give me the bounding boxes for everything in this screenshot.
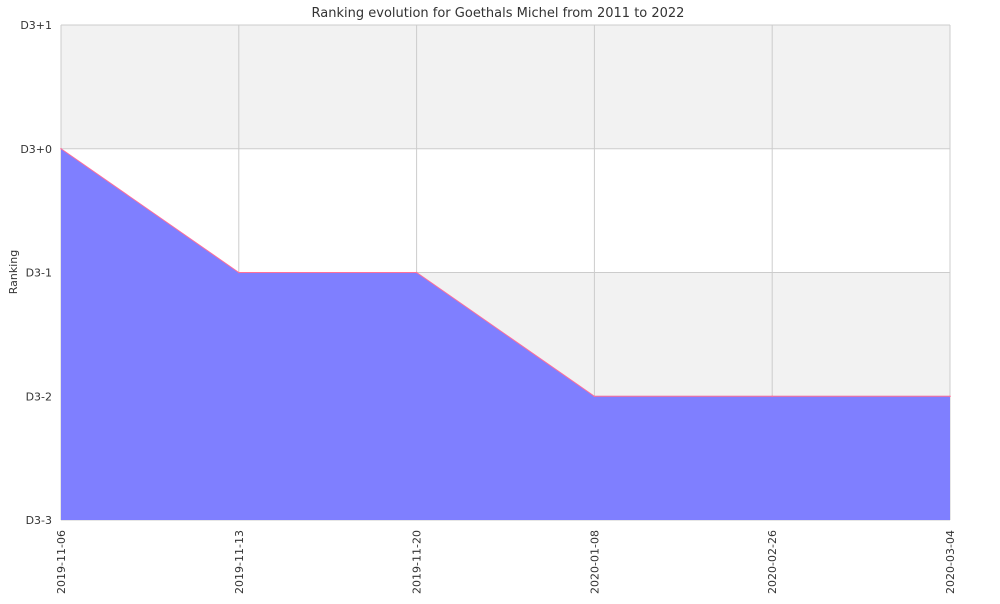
y-axis-label: Ranking	[7, 250, 20, 295]
data-point	[593, 395, 596, 398]
y-axis-ticks: D3-3 D3-2 D3-1 D3+0 D3+1	[20, 19, 52, 527]
series-layer	[60, 147, 951, 520]
x-tick-label: 2020-02-26	[766, 530, 779, 594]
series-line	[60, 148, 950, 397]
background-band	[61, 25, 950, 149]
chart-title: Ranking evolution for Goethals Michel fr…	[312, 6, 685, 21]
data-point	[60, 147, 62, 150]
data-point	[415, 271, 418, 274]
y-tick-label: D3-2	[26, 390, 52, 403]
y-tick-label: D3-1	[26, 267, 52, 280]
y-tick-label: D3-3	[26, 514, 52, 527]
data-point	[949, 395, 951, 398]
x-tick-label: 2019-11-06	[55, 530, 68, 594]
y-tick-label: D3+0	[20, 143, 52, 156]
data-point	[771, 395, 773, 398]
x-tick-label: 2019-11-20	[411, 530, 424, 594]
y-tick-label: D3+1	[20, 19, 52, 32]
x-tick-label: 2019-11-13	[233, 530, 246, 594]
x-axis-ticks: 2019-11-06 2019-11-13 2019-11-20 2020-01-08…	[55, 530, 957, 594]
x-tick-label: 2020-03-04	[944, 530, 957, 594]
x-tick-label: 2020-01-08	[588, 530, 601, 594]
data-point	[238, 271, 240, 274]
